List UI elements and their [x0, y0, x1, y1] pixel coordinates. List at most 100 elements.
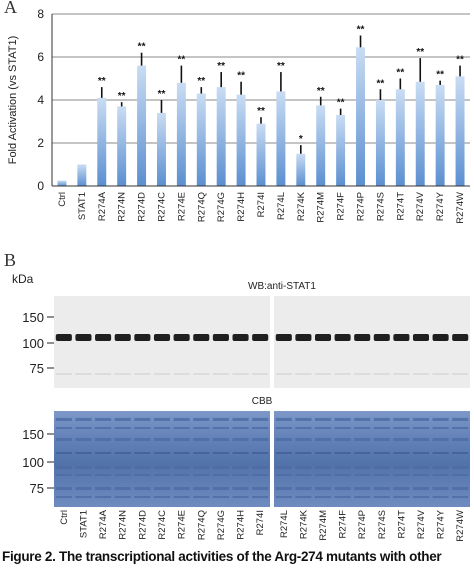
cbb-band	[275, 427, 292, 429]
cbb-band	[373, 418, 390, 421]
cbb-band	[114, 452, 131, 454]
cbb-band	[393, 438, 410, 441]
cbb-band	[275, 438, 292, 441]
cbb-band	[134, 427, 151, 429]
x-tick-label: R274V	[415, 191, 426, 221]
x-tick-label: R274K	[296, 191, 307, 221]
cbb-band	[314, 438, 332, 441]
cbb-band	[212, 452, 229, 454]
cbb-band	[393, 452, 410, 454]
significance-mark: **	[456, 55, 464, 66]
cbb-gel	[54, 411, 470, 507]
cbb-band	[295, 427, 312, 429]
significance-mark: **	[177, 55, 185, 66]
wb-bands	[55, 334, 469, 375]
cbb-title: CBB	[252, 396, 273, 407]
cbb-band	[114, 496, 131, 498]
cbb-band	[75, 418, 92, 421]
x-tick-label: R274W	[455, 192, 466, 224]
cbb-band	[432, 474, 449, 476]
cbb-band	[134, 496, 151, 498]
cbb-band	[354, 474, 371, 476]
cbb-band	[432, 496, 449, 498]
significance-mark: *	[299, 134, 303, 145]
y-tick-label: 8	[37, 7, 44, 21]
wb-faint-band	[275, 373, 292, 375]
cbb-band	[373, 452, 390, 454]
x-tick-label: Ctrl	[57, 192, 68, 207]
wb-faint-band	[334, 373, 351, 375]
cbb-band	[393, 427, 410, 429]
kda-label: kDa	[12, 272, 34, 286]
cbb-band	[295, 452, 312, 454]
cbb-band	[173, 427, 190, 429]
cbb-band	[95, 487, 112, 490]
cbb-band	[252, 466, 269, 469]
lane-label: R274P	[357, 510, 368, 539]
x-tick-label: R274L	[276, 192, 287, 220]
cbb-band	[373, 496, 390, 498]
cbb-band	[193, 487, 210, 490]
lane-label: R274K	[298, 509, 309, 539]
cbb-band	[173, 487, 190, 490]
x-axis-labels: Ctrl STAT1 R274A R274N R274D R274C R274E R274Q R…	[57, 191, 466, 223]
cbb-band	[412, 466, 430, 469]
wb-band	[295, 334, 312, 341]
cbb-band	[373, 438, 390, 441]
x-tick-label: R274S	[375, 192, 386, 221]
significance-mark: **	[257, 106, 265, 117]
bar	[415, 81, 425, 186]
cbb-gel-right	[274, 411, 470, 507]
x-tick-label: R274Q	[196, 192, 207, 222]
bar	[276, 91, 286, 186]
cbb-band	[212, 438, 229, 441]
wb-faint-band	[295, 373, 312, 375]
x-tick-label: R274Y	[435, 191, 446, 221]
cbb-band	[354, 487, 371, 490]
x-tick-label: R274G	[216, 192, 227, 222]
cbb-band	[232, 427, 249, 429]
x-tick-label: R274P	[356, 192, 367, 221]
cbb-band	[432, 487, 449, 490]
cbb-band	[354, 466, 371, 469]
cbb-band	[275, 466, 292, 469]
significance-mark: **	[377, 78, 385, 89]
cbb-band	[153, 466, 171, 469]
cbb-band	[295, 487, 312, 490]
bar	[236, 94, 246, 186]
x-tick-label: R274N	[117, 192, 128, 222]
cbb-band	[75, 438, 92, 441]
wb-faint-band	[114, 373, 131, 375]
lane-label: R274Y	[436, 509, 447, 539]
wb-faint-band	[173, 373, 190, 375]
bar	[156, 112, 166, 186]
cbb-band	[295, 474, 312, 476]
cbb-band	[134, 487, 151, 490]
cbb-band	[212, 474, 229, 476]
wb-band	[393, 334, 410, 341]
cbb-band	[95, 452, 112, 454]
wb-markers: 150 100 75	[22, 310, 54, 376]
y-tick-label: 0	[37, 179, 44, 193]
cbb-band	[95, 474, 112, 476]
bars: *************************************	[57, 25, 465, 187]
lane-label: R274F	[338, 510, 349, 539]
cbb-band	[432, 438, 449, 441]
lane-label: R274Q	[196, 510, 207, 540]
cbb-band	[295, 418, 312, 421]
cbb-band	[193, 466, 210, 469]
bar	[375, 100, 385, 186]
cbb-band	[275, 452, 292, 454]
cbb-band	[452, 496, 469, 498]
lane-label: R274T	[396, 510, 407, 539]
significance-mark: **	[416, 47, 424, 58]
wb-title: WB:anti-STAT1	[248, 281, 316, 292]
lane-label: R274V	[416, 509, 427, 539]
cbb-band	[114, 418, 131, 421]
lane-label: R274H	[236, 510, 247, 540]
cbb-band	[173, 438, 190, 441]
wb-band	[252, 334, 269, 341]
cbb-gel-left	[54, 411, 270, 507]
wb-band	[95, 334, 112, 341]
cbb-band	[314, 452, 332, 454]
